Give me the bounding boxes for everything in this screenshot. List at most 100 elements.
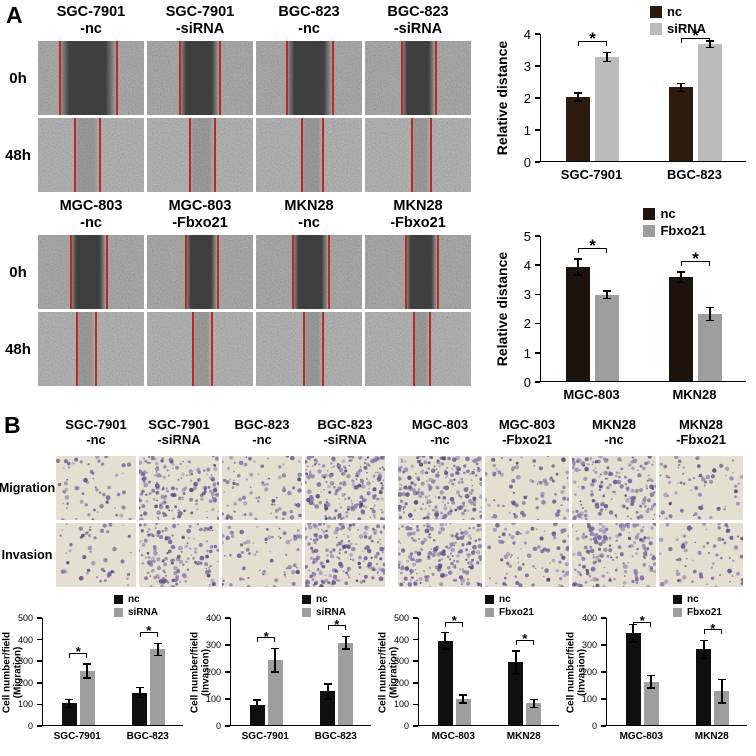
stained-cells-image xyxy=(485,523,569,587)
wound-gap xyxy=(59,41,117,115)
stained-cells-image xyxy=(659,456,743,520)
legend: nc siRNA xyxy=(301,594,346,618)
legend: nc Fbxo21 xyxy=(484,594,534,618)
error-bar-cap xyxy=(511,673,520,675)
error-bar-stem xyxy=(606,291,608,298)
legend-swatch-siRNA xyxy=(113,608,123,617)
y-tick-label: 100 xyxy=(205,694,221,705)
y-tick-mark xyxy=(413,660,418,662)
significance-asterisk: * xyxy=(589,29,596,49)
plot-area: * * xyxy=(540,236,746,382)
y-tick-label: 0 xyxy=(215,721,221,732)
transwell-image xyxy=(222,523,302,587)
column-label: MGC-803 -nc xyxy=(59,198,123,231)
y-tick-label: 300 xyxy=(393,656,409,667)
wound-assay-image xyxy=(38,312,144,386)
error-bar-cap xyxy=(574,92,582,94)
assay-row-label: Invasion xyxy=(1,548,53,562)
bar-nc xyxy=(566,267,590,381)
significance-bracket xyxy=(139,632,158,637)
legend-swatch-siRNA xyxy=(301,608,311,617)
wound-assay-image xyxy=(147,41,253,115)
error-bar-stem xyxy=(577,93,579,101)
error-bar-stem xyxy=(86,664,89,678)
error-bar-stem xyxy=(514,651,517,674)
legend-swatch-nc xyxy=(672,595,682,604)
assay-row-label: Migration xyxy=(0,481,56,495)
y-tick-mark xyxy=(535,264,540,266)
transwell-image xyxy=(398,523,482,587)
wound-edge-line-right xyxy=(321,312,324,386)
legend-swatch-Fbxo21 xyxy=(672,608,682,617)
y-tick-label: 200 xyxy=(17,677,33,688)
y-tick-label: 0 xyxy=(523,154,531,170)
y-tick-label: 0 xyxy=(403,721,409,732)
x-category-label: SGC-7901 xyxy=(53,731,101,742)
x-category-label: BGC-823 xyxy=(126,731,169,742)
y-tick-mark xyxy=(225,671,230,673)
y-tick-label: 300 xyxy=(581,640,597,651)
stained-cells-image xyxy=(572,456,656,520)
wound-assay-image xyxy=(38,41,144,115)
error-bar-cap xyxy=(253,708,262,711)
y-tick-mark xyxy=(413,682,418,684)
wound-edge-line-right xyxy=(219,41,222,115)
x-category-label: MKN28 xyxy=(672,387,717,402)
x-category-label: SGC-7901 xyxy=(241,731,289,742)
bar-nc xyxy=(566,97,590,161)
y-tick-label: 200 xyxy=(205,667,221,678)
bar-nc xyxy=(61,703,77,725)
legend: nc siRNA xyxy=(649,4,706,36)
bar-Fbxo21 xyxy=(698,313,722,381)
wound-gap xyxy=(405,235,438,309)
significance-asterisk: * xyxy=(451,613,457,629)
legend-swatch-Fbxo21 xyxy=(643,224,656,237)
bar-nc xyxy=(625,633,641,725)
wound-edge-line-right xyxy=(434,41,437,115)
wound-edge-line-right xyxy=(429,118,432,192)
y-tick-mark xyxy=(37,725,42,727)
y-tick-label: 400 xyxy=(17,634,33,645)
error-bar-cap xyxy=(441,648,450,650)
chart-invasion-fbxo21: Cell number/field (Invasion) * * 0 100 200 300… xyxy=(566,594,752,752)
bar-siRNA xyxy=(79,671,95,725)
wound-edge-line-right xyxy=(321,118,324,192)
microscopy-noise-texture xyxy=(38,312,144,386)
wound-edge-line-right xyxy=(332,41,335,115)
wound-edge-line-left xyxy=(302,312,305,386)
column-label: BGC-823 -siRNA xyxy=(317,417,373,447)
error-bar-stem xyxy=(68,700,71,707)
significance-asterisk: * xyxy=(263,628,269,644)
y-tick-label: 500 xyxy=(17,613,33,624)
error-bar-cap xyxy=(341,648,350,650)
legend-label: Fbxo21 xyxy=(660,223,706,238)
error-bar-stem xyxy=(577,259,579,275)
stained-cells-image xyxy=(222,523,302,587)
wound-assay-image xyxy=(147,312,253,386)
error-bar-stem xyxy=(650,676,653,688)
significance-asterisk: * xyxy=(692,249,699,269)
wound-gap xyxy=(300,118,322,192)
stained-cells-image xyxy=(139,523,219,587)
error-bar-cap xyxy=(65,698,74,701)
y-tick-label: 2 xyxy=(523,316,531,332)
wound-edge-line-left xyxy=(76,312,79,386)
chart-relative-distance-fbxo21: Relative distance * * 0 1 2 3 4 5 MGC-803 MKN28 nc F… xyxy=(492,206,754,412)
legend-swatch-nc xyxy=(301,595,311,604)
time-row-label: 0h xyxy=(9,263,27,281)
y-tick-label: 3 xyxy=(523,58,531,74)
significance-bracket xyxy=(327,625,346,631)
wound-assay-image xyxy=(38,118,144,192)
y-tick-label: 100 xyxy=(17,699,33,710)
wound-gap xyxy=(191,312,211,386)
error-bar-cap xyxy=(603,51,611,54)
wound-gap xyxy=(69,235,106,309)
stained-cells-image xyxy=(572,523,656,587)
column-label: SGC-7901 -nc xyxy=(65,417,127,447)
significance-bracket xyxy=(681,38,710,43)
y-tick-label: 200 xyxy=(393,677,409,688)
y-tick-mark xyxy=(225,725,230,727)
error-bar-stem xyxy=(709,41,711,47)
wound-assay-group-sgc-bgc: SGC-7901 -nc SGC-7901 -siRNA BGC-823 -nc BG… xyxy=(0,4,480,196)
x-category-label: SGC-7901 xyxy=(560,167,623,182)
